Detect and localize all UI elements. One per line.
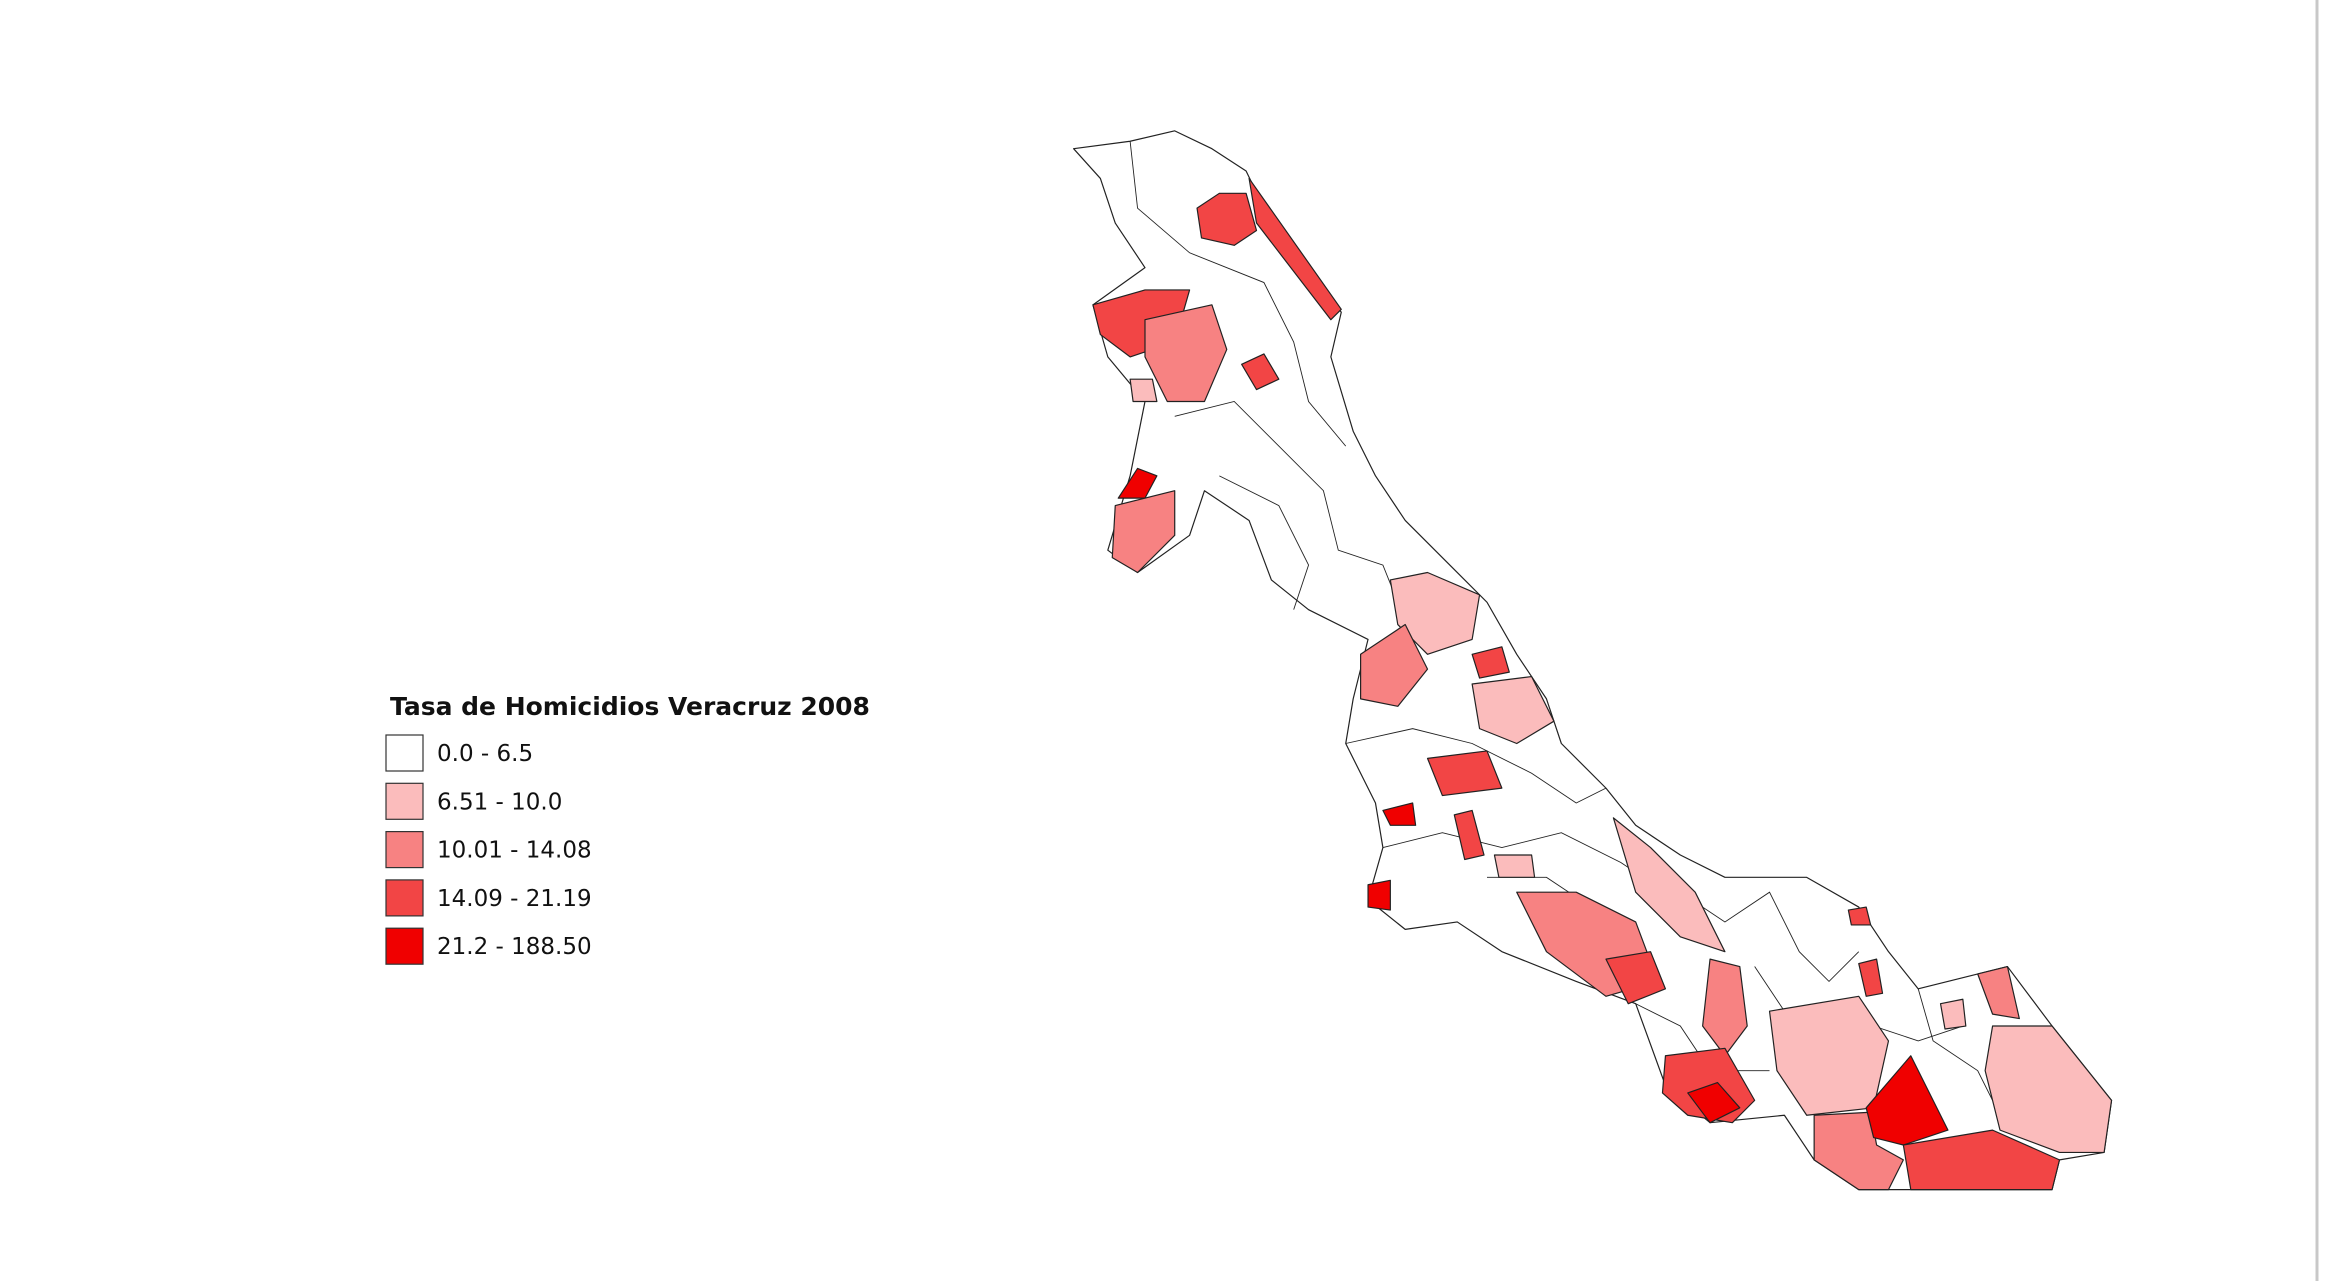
- municipal-border: [1635, 1003, 1770, 1072]
- legend-label: 0.0 - 6.5: [437, 741, 533, 767]
- legend: 0.0 - 6.5 6.51 - 10.0 10.01 - 14.08 14.09 -…: [385, 734, 592, 965]
- municipality: [1241, 353, 1280, 391]
- municipality: [1984, 1025, 2113, 1154]
- municipality: [1702, 958, 1748, 1057]
- municipal-border: [1174, 400, 1414, 640]
- legend-label: 21.2 - 188.50: [437, 934, 592, 960]
- state-outline: [1073, 130, 2113, 1191]
- legend-swatch: [385, 782, 424, 820]
- municipality: [1367, 879, 1391, 911]
- legend-swatch: [385, 734, 424, 772]
- municipality: [1858, 958, 1884, 997]
- municipality: [1605, 951, 1667, 1005]
- municipal-border: [1219, 475, 1310, 610]
- municipality: [1471, 675, 1555, 745]
- legend-label: 10.01 - 14.08: [437, 838, 592, 864]
- municipality: [1382, 802, 1417, 826]
- municipality: [1144, 304, 1228, 403]
- municipality: [1471, 646, 1510, 679]
- municipality: [1129, 378, 1158, 403]
- municipality: [1248, 177, 1342, 321]
- municipality: [1847, 906, 1872, 926]
- municipality: [1360, 623, 1429, 707]
- municipality: [1389, 571, 1481, 655]
- legend-swatch: [385, 879, 424, 917]
- legend-title: Tasa de Homicidios Veracruz 2008: [390, 692, 870, 721]
- municipality: [1939, 998, 1967, 1030]
- municipality: [1196, 192, 1258, 246]
- municipality: [1865, 1055, 1949, 1146]
- municipality: [1111, 490, 1176, 574]
- municipality: [1687, 1081, 1741, 1124]
- municipality: [1977, 965, 2020, 1020]
- municipality: [1493, 854, 1536, 878]
- municipality: [1612, 817, 1726, 953]
- state-map: [1073, 130, 2113, 1191]
- municipality: [1453, 809, 1485, 861]
- municipal-border: [1345, 728, 1607, 804]
- legend-swatch: [385, 927, 424, 965]
- municipal-border: [1680, 891, 1860, 983]
- legend-label: 14.09 - 21.19: [437, 886, 592, 912]
- municipality: [1117, 467, 1158, 499]
- municipality: [1426, 750, 1503, 797]
- legend-swatch: [385, 830, 424, 869]
- legend-label: 6.51 - 10.0: [437, 789, 562, 815]
- municipal-border: [1129, 141, 1347, 447]
- municipality: [1902, 1129, 2061, 1191]
